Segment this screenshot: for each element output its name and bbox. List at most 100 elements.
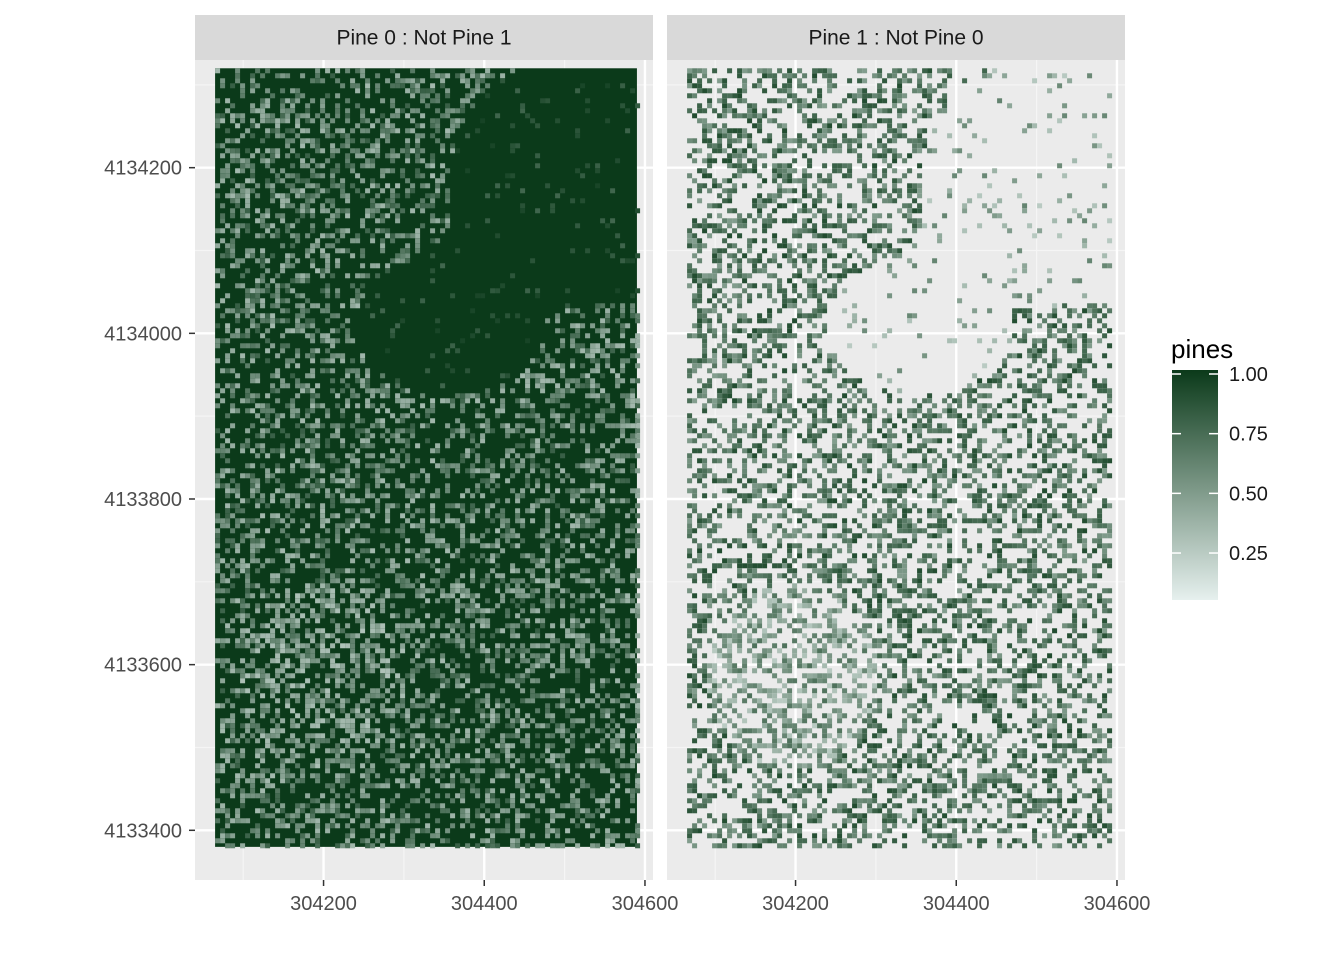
raster-cell: [370, 238, 376, 244]
raster-cell: [330, 728, 336, 734]
raster-cell: [270, 683, 276, 689]
raster-cell: [817, 68, 823, 74]
raster-cell: [270, 813, 276, 819]
raster-cell: [817, 98, 823, 104]
raster-cell: [515, 313, 521, 319]
raster-cell: [435, 688, 441, 694]
raster-cell: [425, 88, 431, 94]
raster-cell: [520, 518, 526, 524]
raster-cell: [270, 343, 276, 349]
raster-cell: [595, 163, 601, 169]
raster-cell: [802, 118, 808, 124]
raster-cell: [505, 423, 511, 429]
raster-cell: [867, 103, 873, 109]
raster-cell: [225, 138, 231, 144]
raster-cell: [802, 73, 808, 79]
raster-cell: [465, 728, 471, 734]
raster-cell: [310, 223, 316, 229]
raster-cell: [525, 113, 531, 119]
raster-cell: [595, 703, 601, 709]
raster-cell: [340, 353, 346, 359]
raster-cell: [330, 643, 336, 649]
raster-cell: [485, 658, 491, 664]
raster-cell: [490, 843, 496, 849]
raster-cell: [475, 398, 481, 404]
raster-cell: [365, 643, 371, 649]
raster-cell: [490, 558, 496, 564]
raster-cell: [235, 483, 241, 489]
raster-cell: [295, 423, 301, 429]
raster-cell: [325, 218, 331, 224]
raster-cell: [605, 768, 611, 774]
raster-cell: [717, 78, 723, 84]
raster-cell: [270, 558, 276, 564]
raster-cell: [260, 213, 266, 219]
raster-cell: [385, 483, 391, 489]
raster-cell: [230, 468, 236, 474]
raster-cell: [545, 653, 551, 659]
raster-cell: [280, 443, 286, 449]
raster-cell: [365, 588, 371, 594]
raster-cell: [380, 238, 386, 244]
raster-cell: [400, 763, 406, 769]
raster-cell: [390, 603, 396, 609]
raster-cell: [390, 728, 396, 734]
raster-cell: [565, 668, 571, 674]
raster-cell: [420, 548, 426, 554]
raster-cell: [530, 783, 536, 789]
raster-cell: [570, 418, 576, 424]
raster-cell: [510, 838, 516, 844]
raster-cell: [615, 833, 621, 839]
raster-cell: [580, 623, 586, 629]
raster-cell: [350, 163, 356, 169]
raster-cell: [305, 633, 311, 639]
raster-cell: [952, 148, 958, 154]
raster-cell: [320, 613, 326, 619]
raster-cell: [265, 638, 271, 644]
raster-cell: [605, 548, 611, 554]
raster-cell: [260, 433, 266, 439]
raster-cell: [240, 723, 246, 729]
raster-cell: [335, 823, 341, 829]
raster-cell: [380, 248, 386, 254]
raster-cell: [565, 763, 571, 769]
raster-cell: [752, 158, 758, 164]
raster-cell: [585, 593, 591, 599]
raster-cell: [555, 463, 561, 469]
raster-cell: [350, 138, 356, 144]
raster-cell: [590, 478, 596, 484]
raster-cell: [385, 803, 391, 809]
raster-cell: [982, 68, 988, 74]
raster-cell: [305, 628, 311, 634]
raster-cell: [360, 783, 366, 789]
raster-cell: [445, 763, 451, 769]
raster-cell: [325, 443, 331, 449]
raster-cell: [610, 718, 616, 724]
raster-cell: [470, 468, 476, 474]
raster-cell: [530, 428, 536, 434]
raster-cell: [555, 558, 561, 564]
raster-cell: [245, 593, 251, 599]
raster-cell: [370, 588, 376, 594]
raster-cell: [310, 118, 316, 124]
raster-cell: [410, 423, 416, 429]
raster-cell: [280, 748, 286, 754]
raster-cell: [902, 123, 908, 129]
raster-cell: [365, 843, 371, 849]
raster-cell: [545, 488, 551, 494]
raster-cell: [455, 348, 461, 354]
raster-cell: [220, 678, 226, 684]
raster-cell: [320, 78, 326, 84]
raster-cell: [335, 183, 341, 189]
raster-cell: [285, 258, 291, 264]
raster-cell: [590, 688, 596, 694]
raster-cell: [345, 728, 351, 734]
raster-cell: [305, 198, 311, 204]
raster-cell: [315, 463, 321, 469]
raster-cell: [265, 738, 271, 744]
raster-cell: [225, 223, 231, 229]
raster-cell: [245, 148, 251, 154]
raster-cell: [490, 663, 496, 669]
raster-cell: [430, 658, 436, 664]
raster-cell: [510, 543, 516, 549]
